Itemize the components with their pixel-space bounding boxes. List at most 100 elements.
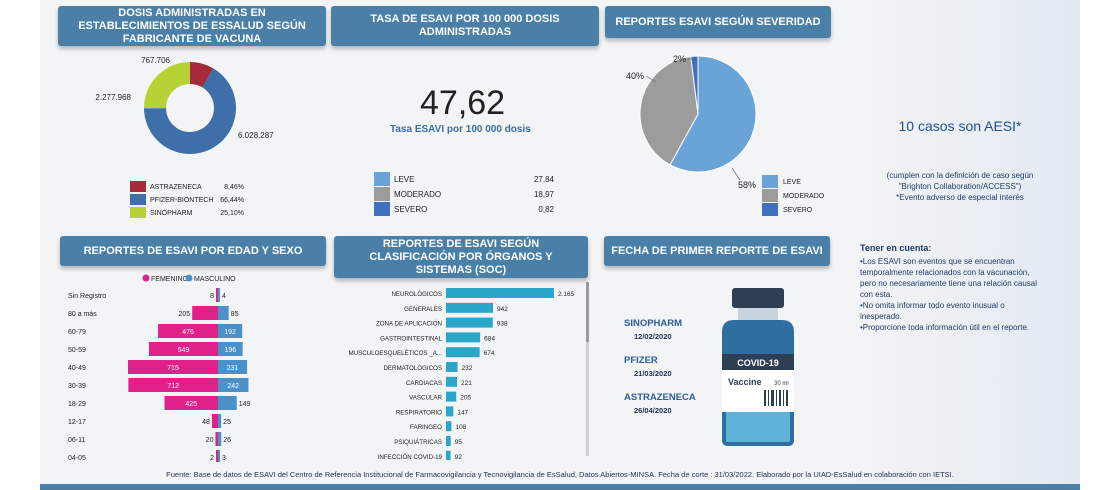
edad-sexo-bar-chart: FEMENINO MASCULINO Sin Registro 8 4 80 a más 2… [68, 274, 251, 462]
pie-label-leve: 58% [738, 180, 756, 190]
pyramid-value-femenino: 205 [179, 311, 191, 318]
pyramid-category-label: 12-17 [68, 419, 86, 426]
pyramid-value-femenino: 48 [202, 419, 210, 426]
pie-label-severo: 2% [673, 54, 686, 64]
pyramid-category-label: 18-29 [68, 401, 86, 408]
pyramid-category-label: 30-39 [68, 383, 86, 390]
vial-neck [738, 308, 778, 320]
pyramid-value-masculino: 149 [239, 401, 251, 408]
tener-cuenta-line: temporalmente relacionados con la vacuna… [860, 268, 1030, 277]
soc-value-label: 938 [497, 321, 508, 328]
soc-category-label: INFECCIÓN COVID-19 [378, 454, 443, 460]
soc-value-label: 684 [484, 335, 495, 342]
soc-value-label: 108 [455, 424, 466, 431]
soc-value-label: 92 [455, 454, 463, 460]
pyramid-category-label: 80 a más [68, 311, 97, 318]
pyramid-bar-masculino [218, 360, 248, 374]
pyramid-category-label: 60-79 [68, 329, 86, 336]
vial-label-sub: Vaccine [728, 377, 762, 387]
donut-slice-pfizer-biontech [144, 68, 237, 154]
pie-legend-swatch-leve [762, 175, 778, 188]
tener-cuenta-notes: •Los ESAVI son eventos que se encuentran… [860, 256, 1080, 333]
pyramid-bar-femenino [128, 360, 218, 374]
pie-slice-moderado [639, 55, 699, 166]
pyramid-bar-femenino [164, 396, 218, 410]
tasa-caption: Tasa ESAVI por 100 000 dosis [390, 124, 531, 135]
pyramid-bar-masculino [218, 414, 222, 428]
soc-category-label: MUSCULOESQUELÉTICOS _A... [348, 350, 442, 357]
soc-category-label: CARDIACAS [406, 380, 442, 387]
legend-pct-pfizer-biontech: 66,44% [220, 197, 244, 204]
pyramid-value-femenino: 425 [185, 401, 197, 408]
tasa-value: 47,62 [420, 84, 506, 122]
legend-swatch-sinopharm [130, 207, 146, 218]
pyramid-category-label: 50-59 [68, 347, 86, 354]
tasa-value-severo: 0,82 [538, 205, 554, 214]
fecha-vaccine-name: SINOPHARM [624, 318, 683, 329]
pyramid-value-femenino: 715 [167, 365, 179, 372]
severidad-pie-chart: 58% 40% 2% LEVE MODERADO SEVERO [626, 54, 825, 216]
tener-cuenta-line: •Proporcione toda información útil en el… [860, 323, 1030, 332]
soc-category-label: RESPIRATORIO [396, 409, 442, 416]
pyramid-category-label: Sin Registro [68, 293, 106, 300]
pyramid-value-masculino: 4 [222, 293, 226, 300]
pyramid-bar-masculino [218, 378, 249, 392]
soc-bar [446, 436, 451, 446]
soc-bar [446, 376, 458, 387]
aesi-line-3: *Evento adverso de especial interés [896, 193, 1024, 202]
pyramid-value-masculino: 25 [223, 419, 231, 426]
aesi-line-2: "Brighton Collaboration/ACCESS") [898, 182, 1022, 191]
pyramid-bar-femenino [158, 324, 218, 338]
soc-value-label: 147 [457, 409, 468, 416]
vial-label-volume: 30 ml [774, 381, 789, 387]
pyramid-category-label: 06-11 [68, 437, 85, 444]
soc-value-label: 674 [484, 350, 495, 357]
fecha-vaccine-date: 21/03/2020 [634, 369, 672, 378]
tasa-swatch-moderado [374, 187, 390, 201]
aesi-headline: 10 casos son AESI* [898, 118, 1022, 134]
pyramid-bar-masculino [218, 342, 243, 356]
legend-swatch-pfizer-biontech [130, 194, 146, 205]
donut-slice-astrazeneca [190, 62, 214, 88]
soc-value-label: 95 [455, 439, 463, 446]
legend-masculino-dot [185, 274, 193, 282]
pie-legend-label-moderado: MODERADO [783, 193, 825, 200]
soc-bar [446, 450, 451, 460]
pyramid-value-femenino: 476 [182, 329, 194, 336]
soc-bar [446, 406, 454, 417]
soc-value-label: 942 [497, 306, 508, 313]
donut-label-sinopharm: 2.277.968 [95, 93, 131, 102]
tasa-value-moderado: 18,97 [533, 190, 554, 199]
vial-label-title: COVID-19 [737, 358, 779, 368]
pie-legend-swatch-severo [762, 203, 778, 216]
soc-scrollbar-thumb [586, 282, 589, 342]
donut-slice-sinopharm [144, 62, 190, 109]
pie-label-moderado: 40% [626, 71, 644, 81]
pyramid-category-label: 40-49 [68, 365, 86, 372]
fecha-vaccine-name: PFIZER [624, 355, 658, 366]
legend-pct-astrazeneca: 8,46% [224, 184, 244, 191]
pie-legend-swatch-moderado [762, 189, 778, 202]
tener-cuenta-line: inesperado. [860, 312, 902, 321]
tasa-label-severo: SEVERO [394, 205, 428, 214]
tener-cuenta-line: con esta. [860, 290, 893, 299]
soc-bar [446, 391, 457, 402]
header-severidad: REPORTES ESAVI SEGÚN SEVERIDAD [605, 6, 831, 38]
pyramid-bar-femenino [192, 306, 218, 320]
pyramid-value-masculino: 192 [224, 329, 236, 336]
soc-category-label: ZONA DE APLICACIÓN [376, 321, 442, 328]
soc-category-label: DERMATOLÓGICOS [383, 365, 442, 372]
legend-label-astrazeneca: ASTRAZENECA [150, 184, 202, 191]
pyramid-bar-femenino [216, 450, 218, 462]
soc-bar [446, 421, 452, 432]
pyramid-bar-femenino [215, 432, 218, 446]
pyramid-value-masculino: 3 [222, 455, 226, 462]
soc-category-label: NEUROLÓGICOS [391, 291, 442, 298]
pyramid-value-masculino: 26 [223, 437, 231, 444]
tasa-swatch-leve [374, 172, 390, 186]
tener-cuenta-line: pero no necesariamente tiene una relació… [860, 279, 1038, 288]
soc-bar [446, 332, 481, 343]
tener-cuenta-title: Tener en cuenta: [860, 243, 932, 253]
vaccine-vial-illustration: COVID-19 Vaccine 30 ml [722, 288, 794, 446]
soc-value-label: 221 [461, 380, 472, 387]
